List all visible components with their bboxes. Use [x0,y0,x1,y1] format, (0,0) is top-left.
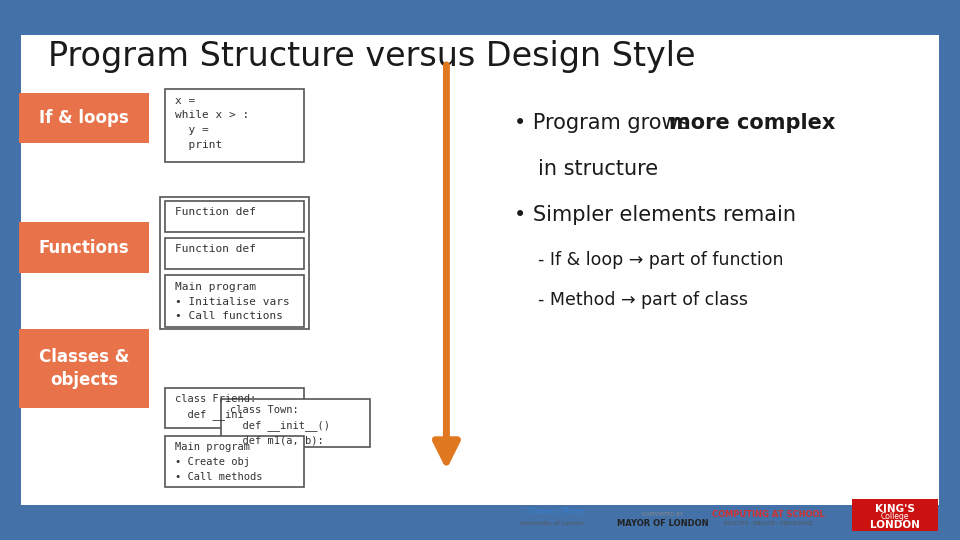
FancyBboxPatch shape [19,329,149,408]
Text: • Simpler elements remain: • Simpler elements remain [514,205,796,225]
FancyBboxPatch shape [165,89,304,162]
Text: class Town:
  def __init__()
  def m1(a, b):: class Town: def __init__() def m1(a, b): [230,405,330,446]
FancyBboxPatch shape [165,388,304,428]
Text: If & loops: If & loops [39,109,129,127]
Text: Main program
• Create obj
• Call methods: Main program • Create obj • Call methods [175,442,262,482]
Text: more complex: more complex [669,113,835,133]
Text: class Friend:
  def __ini: class Friend: def __ini [175,394,256,420]
Text: in structure: in structure [538,159,658,179]
Text: Function def: Function def [175,244,255,254]
FancyBboxPatch shape [165,436,304,487]
Text: KING'S: KING'S [875,504,915,514]
FancyBboxPatch shape [939,0,960,540]
Text: x =
while x > :
  y =
  print: x = while x > : y = print [175,96,249,150]
Text: EDUCATE · ENGAGE · ENCOURAGE: EDUCATE · ENGAGE · ENCOURAGE [724,521,812,526]
FancyBboxPatch shape [19,222,149,273]
Text: LONDON: LONDON [870,520,920,530]
Text: MAYOR OF LONDON: MAYOR OF LONDON [616,519,708,528]
Text: - If & loop → part of function: - If & loop → part of function [538,251,783,269]
FancyBboxPatch shape [0,0,960,35]
Text: • Program grows: • Program grows [514,113,696,133]
Text: Program Structure versus Design Style: Program Structure versus Design Style [48,40,695,73]
FancyBboxPatch shape [165,201,304,232]
FancyBboxPatch shape [165,238,304,269]
Text: - Method → part of class: - Method → part of class [538,291,748,308]
FancyBboxPatch shape [0,0,21,540]
FancyBboxPatch shape [0,505,960,540]
FancyBboxPatch shape [165,275,304,327]
Text: Classes &
objects: Classes & objects [38,348,130,389]
Text: Function def: Function def [175,207,255,218]
Text: COMPUTING AT SCHOOL: COMPUTING AT SCHOOL [711,510,825,518]
FancyBboxPatch shape [852,499,938,531]
Text: Main program
• Initialise vars
• Call functions: Main program • Initialise vars • Call fu… [175,282,290,321]
FancyBboxPatch shape [160,197,309,329]
Text: Functions: Functions [38,239,130,256]
Text: SUPPORTED BY: SUPPORTED BY [642,511,683,517]
Text: University of London: University of London [519,521,585,526]
Text: 👑 Queen Mary: 👑 Queen Mary [519,508,585,516]
FancyBboxPatch shape [19,93,149,143]
Text: College: College [880,512,909,521]
FancyBboxPatch shape [221,399,370,447]
